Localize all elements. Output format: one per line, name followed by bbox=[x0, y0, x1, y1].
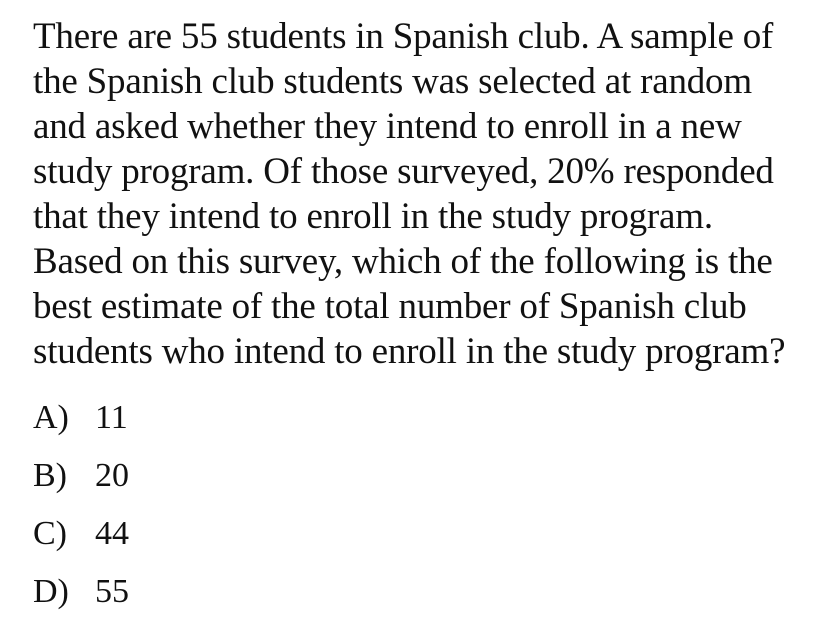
choice-letter: A) bbox=[33, 399, 69, 436]
choice-value: 11 bbox=[95, 399, 128, 436]
choice-letter: B) bbox=[33, 457, 67, 494]
choice-value: 20 bbox=[95, 457, 129, 494]
question-stem-line: best estimate of the total number of Spa… bbox=[33, 286, 747, 327]
choice-letter: C) bbox=[33, 515, 67, 552]
question-stem-line: that they intend to enroll in the study … bbox=[33, 196, 713, 237]
choice-c[interactable]: C) 44 bbox=[33, 511, 333, 569]
answer-choices: A) 11 B) 20 C) 44 D) 55 bbox=[33, 395, 333, 627]
choice-a[interactable]: A) 11 bbox=[33, 395, 333, 453]
question-stem-line: students who intend to enroll in the stu… bbox=[33, 331, 786, 372]
choice-d[interactable]: D) 55 bbox=[33, 569, 333, 627]
question-stem-line: study program. Of those surveyed, 20% re… bbox=[33, 151, 774, 192]
choice-b[interactable]: B) 20 bbox=[33, 453, 333, 511]
question-stem-line: the Spanish club students was selected a… bbox=[33, 61, 752, 102]
question-stem-line: and asked whether they intend to enroll … bbox=[33, 106, 742, 147]
question-stem-line: Based on this survey, which of the follo… bbox=[33, 241, 773, 282]
question-stem-line: There are 55 students in Spanish club. A… bbox=[33, 16, 774, 57]
choice-letter: D) bbox=[33, 573, 69, 610]
choice-value: 55 bbox=[95, 573, 129, 610]
question-stem: There are 55 students in Spanish club. A… bbox=[33, 14, 823, 374]
choice-value: 44 bbox=[95, 515, 129, 552]
